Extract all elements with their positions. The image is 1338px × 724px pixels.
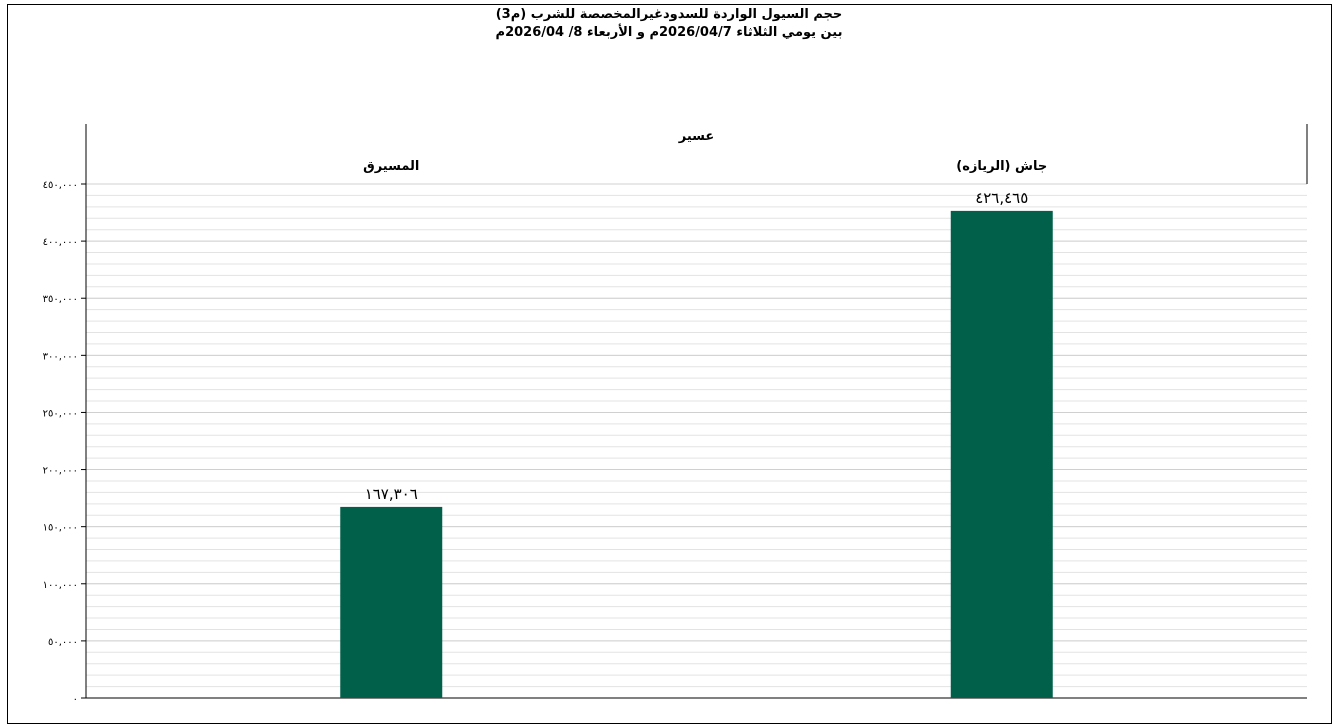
y-tick-label: ٢٠٠,٠٠٠ [43,466,78,477]
group-label: عسير [678,129,715,144]
chart-title-line1: حجم السيول الواردة للسدودغيرالمخصصة للشر… [495,7,843,22]
y-tick-label: ٣٠٠,٠٠٠ [43,351,78,362]
bar-value-label: ١٦٧,٣٠٦ [365,485,418,503]
category-label: المسيرق [363,159,419,174]
chart-title: حجم السيول الواردة للسدودغيرالمخصصة للشر… [0,6,1338,42]
chart-frame [7,4,1332,724]
bar-value-label: ٤٢٦,٤٦٥ [975,189,1028,207]
y-tick-label: ٣٥٠,٠٠٠ [43,294,78,305]
category-label: جاش (الريازه) [956,159,1047,174]
y-tick-label: ٥٠,٠٠٠ [48,637,78,648]
y-tick-label: ٠ [73,694,78,705]
y-tick-label: ٢٥٠,٠٠٠ [43,408,78,419]
y-tick-label: ٤٠٠,٠٠٠ [43,237,78,248]
y-tick-label: ٤٥٠,٠٠٠ [43,180,78,191]
bar [950,210,1053,698]
chart-title-line2: بين يومي الثلاثاء 2026/04/7م و الأربعاء … [495,25,843,40]
bar [340,506,443,698]
y-tick-label: ١٠٠,٠٠٠ [43,580,78,591]
y-tick-label: ١٥٠,٠٠٠ [43,523,78,534]
